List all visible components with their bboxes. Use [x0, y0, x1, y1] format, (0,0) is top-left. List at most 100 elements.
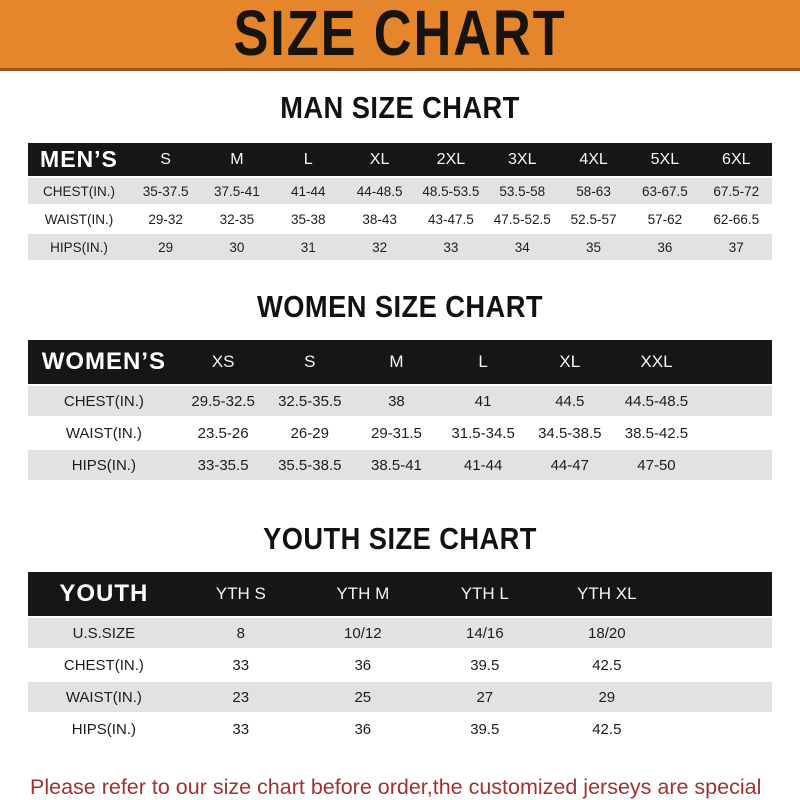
- measurement-row: CHEST(IN.) 29.5-32.5 32.5-35.5 38 41 44.5 44.5…: [28, 386, 772, 416]
- measurement-row: WAIST(IN.) 29-32 32-35 35-38 38-43 43-47.5 47.…: [28, 206, 772, 232]
- size-value-cell: 35: [557, 234, 630, 260]
- size-value-cell: 41-44: [439, 450, 527, 480]
- size-value-cell: 47-50: [613, 450, 700, 480]
- table-header-row: WOMEN’S XS S M L XL XXL: [28, 340, 772, 384]
- measurement-row: HIPS(IN.) 33-35.5 35.5-38.5 38.5-41 41-44 44-…: [28, 450, 772, 480]
- table-header-row: YOUTH YTH S YTH M YTH L YTH XL: [28, 572, 772, 616]
- size-value-cell: 43-47.5: [415, 206, 487, 232]
- header-filler-cell: [667, 572, 772, 616]
- size-value-cell: 37.5-41: [201, 178, 273, 204]
- size-value-cell: 36: [301, 650, 424, 680]
- size-value-cell: 33: [179, 650, 302, 680]
- measurement-row: CHEST(IN.) 33 36 39.5 42.5: [28, 650, 772, 680]
- row-label-cell: CHEST(IN.): [28, 650, 180, 680]
- size-column-header: 5XL: [629, 143, 701, 176]
- women-size-table: WOMEN’S XS S M L XL XXL CHEST(IN.) 29.5-32.5 32.5…: [28, 338, 772, 482]
- size-value-cell: 39.5: [423, 650, 546, 680]
- size-value-cell: 29: [545, 682, 668, 712]
- size-value-cell: 35.5-38.5: [266, 450, 354, 480]
- size-value-cell: 8: [179, 618, 302, 648]
- size-value-cell: 29: [129, 234, 202, 260]
- size-value-cell: 31: [272, 234, 344, 260]
- footer-notice: Please refer to our size chart before or…: [30, 772, 800, 800]
- size-value-cell: 38: [353, 386, 440, 416]
- size-value-cell: 38-43: [343, 206, 416, 232]
- row-filler-cell: [699, 386, 772, 416]
- row-label-cell: HIPS(IN.): [28, 234, 130, 260]
- size-value-cell: 41: [439, 386, 527, 416]
- row-filler-cell: [667, 650, 772, 680]
- size-value-cell: 37: [700, 234, 772, 260]
- table-header-row: MEN’S S M L XL 2XL 3XL 4XL 5XL 6XL: [28, 143, 772, 176]
- row-label-cell: WAIST(IN.): [28, 682, 180, 712]
- size-column-header: XS: [179, 340, 267, 384]
- size-value-cell: 36: [629, 234, 701, 260]
- measurement-row: HIPS(IN.) 33 36 39.5 42.5: [28, 714, 772, 744]
- size-value-cell: 42.5: [545, 650, 668, 680]
- size-value-cell: 48.5-53.5: [415, 178, 487, 204]
- size-value-cell: 10/12: [301, 618, 424, 648]
- size-value-cell: 36: [301, 714, 424, 744]
- row-label-cell: WAIST(IN.): [28, 206, 130, 232]
- size-column-header: S: [129, 143, 202, 176]
- size-column-header: M: [201, 143, 273, 176]
- row-filler-cell: [667, 682, 772, 712]
- size-value-cell: 39.5: [423, 714, 546, 744]
- size-column-header: L: [272, 143, 344, 176]
- size-value-cell: 29-31.5: [353, 418, 440, 448]
- men-size-table: MEN’S S M L XL 2XL 3XL 4XL 5XL 6XL CHEST(IN.) 35-37…: [28, 141, 772, 262]
- row-filler-cell: [699, 450, 772, 480]
- row-filler-cell: [699, 418, 772, 448]
- notice-line-1: Please refer to our size chart before or…: [30, 775, 762, 799]
- size-value-cell: 32-35: [201, 206, 273, 232]
- size-value-cell: 44-48.5: [343, 178, 416, 204]
- size-value-cell: 44.5-48.5: [613, 386, 700, 416]
- youth-size-table: YOUTH YTH S YTH M YTH L YTH XL U.S.SIZE 8 10/12…: [28, 570, 772, 746]
- measurement-row: CHEST(IN.) 35-37.5 37.5-41 41-44 44-48.5 48.5…: [28, 178, 772, 204]
- size-value-cell: 44.5: [526, 386, 614, 416]
- size-value-cell: 29.5-32.5: [179, 386, 267, 416]
- row-label-cell: WAIST(IN.): [28, 418, 180, 448]
- size-value-cell: 26-29: [266, 418, 354, 448]
- size-value-cell: 25: [301, 682, 424, 712]
- row-label-cell: U.S.SIZE: [28, 618, 180, 648]
- size-value-cell: 42.5: [545, 714, 668, 744]
- size-value-cell: 38.5-41: [353, 450, 440, 480]
- size-value-cell: 31.5-34.5: [439, 418, 527, 448]
- size-value-cell: 30: [201, 234, 273, 260]
- size-value-cell: 33-35.5: [179, 450, 267, 480]
- size-value-cell: 35-38: [272, 206, 344, 232]
- measurement-row: WAIST(IN.) 23 25 27 29: [28, 682, 772, 712]
- measurement-row: HIPS(IN.) 29 30 31 32 33 34 35 36 37: [28, 234, 772, 260]
- size-value-cell: 18/20: [545, 618, 668, 648]
- size-value-cell: 38.5-42.5: [613, 418, 700, 448]
- size-value-cell: 57-62: [629, 206, 701, 232]
- size-column-header: YTH S: [179, 572, 302, 616]
- size-value-cell: 14/16: [423, 618, 546, 648]
- size-column-header: YTH M: [301, 572, 424, 616]
- size-value-cell: 67.5-72: [700, 178, 772, 204]
- size-column-header: XL: [343, 143, 416, 176]
- size-value-cell: 27: [423, 682, 546, 712]
- size-column-header: YTH L: [423, 572, 546, 616]
- row-label-cell: HIPS(IN.): [28, 714, 180, 744]
- size-value-cell: 62-66.5: [700, 206, 772, 232]
- table-title-cell: YOUTH: [28, 572, 180, 616]
- banner-title: SIZE CHART: [233, 0, 567, 70]
- size-value-cell: 52.5-57: [557, 206, 630, 232]
- size-column-header: 6XL: [700, 143, 772, 176]
- size-value-cell: 35-37.5: [129, 178, 202, 204]
- size-column-header: XL: [526, 340, 614, 384]
- measurement-row: U.S.SIZE 8 10/12 14/16 18/20: [28, 618, 772, 648]
- size-value-cell: 58-63: [557, 178, 630, 204]
- size-value-cell: 47.5-52.5: [486, 206, 558, 232]
- size-value-cell: 41-44: [272, 178, 344, 204]
- size-value-cell: 53.5-58: [486, 178, 558, 204]
- row-filler-cell: [667, 714, 772, 744]
- women-section-heading: WOMEN SIZE CHART: [257, 289, 543, 324]
- size-value-cell: 63-67.5: [629, 178, 701, 204]
- table-title-cell: WOMEN’S: [28, 340, 180, 384]
- size-value-cell: 34.5-38.5: [526, 418, 614, 448]
- size-value-cell: 33: [179, 714, 302, 744]
